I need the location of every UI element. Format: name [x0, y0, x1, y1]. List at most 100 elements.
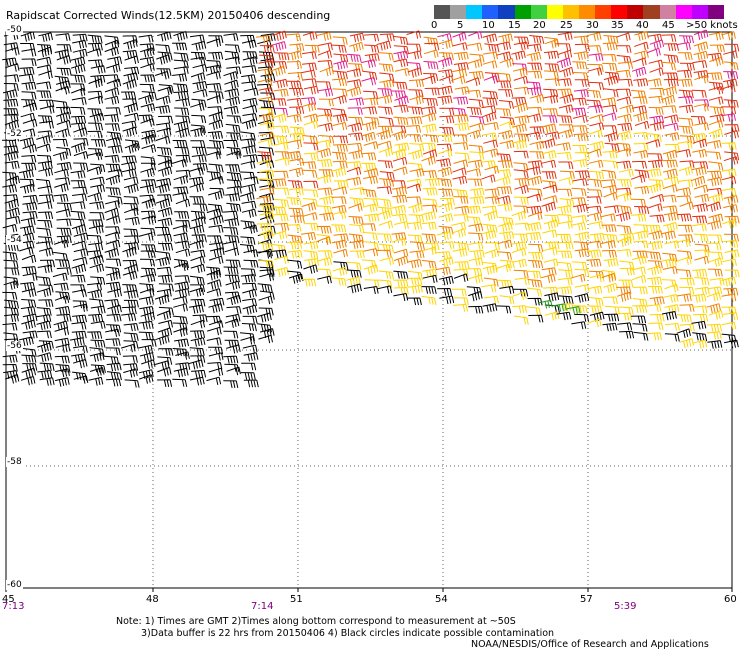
wind-barb: [543, 286, 559, 295]
wind-barb: [572, 215, 587, 224]
wind-barb: [617, 322, 633, 331]
wind-barb: [223, 227, 239, 236]
wind-barb: [588, 104, 604, 114]
wind-barb: [723, 50, 738, 59]
wind-barb: [482, 223, 498, 233]
wind-barb: [616, 286, 632, 295]
wind-barb: [661, 258, 677, 268]
wind-barb: [540, 138, 556, 149]
wind-barb: [301, 62, 317, 71]
wind-barb: [287, 259, 303, 269]
wind-barb: [105, 187, 121, 196]
wind-barb: [662, 184, 678, 193]
legend-swatch: [482, 5, 499, 19]
x-tick-label: 51: [290, 594, 303, 605]
wind-barb: [617, 113, 632, 123]
wind-barb: [691, 320, 707, 330]
wind-barb: [332, 186, 348, 195]
wind-barb: [439, 115, 455, 124]
wind-barb: [556, 57, 572, 69]
wind-barb: [154, 226, 170, 235]
wind-barb: [574, 152, 590, 160]
wind-barb: [69, 337, 85, 347]
wind-barb: [225, 44, 241, 53]
wind-barb: [258, 112, 274, 123]
wind-barb: [289, 126, 305, 136]
wind-barb: [317, 257, 332, 267]
wind-barb: [243, 224, 258, 234]
wind-barb: [190, 56, 206, 65]
wind-barb: [89, 112, 105, 123]
wind-barb: [5, 63, 20, 72]
x-tick-label: 54: [435, 594, 448, 605]
wind-barb: [56, 227, 72, 236]
wind-barb: [452, 134, 468, 143]
wind-barb: [602, 125, 618, 134]
wind-barb: [172, 159, 187, 168]
wind-barb: [469, 115, 485, 125]
wind-barb: [71, 97, 87, 106]
wind-barb: [678, 166, 693, 176]
legend-swatches: [434, 5, 724, 19]
wind-barb: [454, 261, 470, 270]
wind-barb: [303, 223, 319, 231]
wind-barb: [469, 151, 485, 160]
wind-barb: [259, 187, 275, 196]
wind-barb: [571, 107, 587, 116]
wind-barb: [481, 105, 497, 114]
wind-barb: [174, 338, 189, 348]
wind-barb: [409, 143, 425, 152]
wind-barb: [679, 135, 695, 144]
wind-barb: [363, 97, 379, 106]
wind-barb: [693, 161, 709, 170]
wind-barb: [527, 107, 543, 115]
wind-barb: [558, 129, 573, 139]
wind-barb: [498, 33, 513, 44]
wind-barb: [692, 60, 708, 69]
wind-barb: [71, 240, 87, 250]
wind-barb: [89, 263, 105, 273]
wind-barb: [256, 195, 272, 205]
wind-barb: [391, 90, 407, 99]
wind-barb: [123, 176, 139, 185]
wind-barb: [451, 288, 467, 297]
wind-barb: [513, 269, 529, 279]
wind-barb: [104, 114, 120, 123]
wind-barb: [379, 171, 395, 180]
wind-barb: [191, 216, 206, 227]
wind-barb: [157, 327, 173, 338]
wind-barb: [156, 251, 171, 261]
wind-barb: [189, 240, 204, 250]
wind-barb: [662, 168, 678, 179]
wind-barb: [87, 234, 103, 244]
wind-barb: [2, 57, 18, 67]
wind-barb: [173, 367, 189, 378]
wind-barb: [542, 247, 558, 256]
wind-barb: [451, 228, 466, 238]
wind-barb: [377, 186, 392, 195]
wind-barb: [602, 112, 617, 121]
wind-barb: [438, 57, 453, 68]
wind-barb: [707, 234, 723, 243]
wind-barb: [141, 129, 157, 140]
wind-barb: [394, 95, 409, 107]
wind-barb: [557, 261, 573, 271]
wind-barb: [421, 233, 437, 242]
wind-barb: [241, 145, 257, 155]
wind-barb: [691, 223, 707, 232]
wind-barb: [191, 154, 207, 163]
wind-barb: [286, 197, 302, 206]
wind-barb: [661, 61, 676, 71]
wind-barb: [647, 33, 663, 43]
wind-barb: [346, 161, 362, 170]
wind-barb: [392, 213, 408, 222]
wind-barb: [376, 40, 392, 51]
wind-barb: [123, 203, 139, 211]
wind-barb: [208, 91, 224, 100]
wind-barb: [260, 73, 276, 83]
wind-barb: [192, 203, 208, 212]
wind-barb: [346, 276, 361, 287]
wind-barb: [88, 95, 103, 105]
wind-barb: [587, 189, 603, 198]
wind-barb: [677, 140, 693, 149]
